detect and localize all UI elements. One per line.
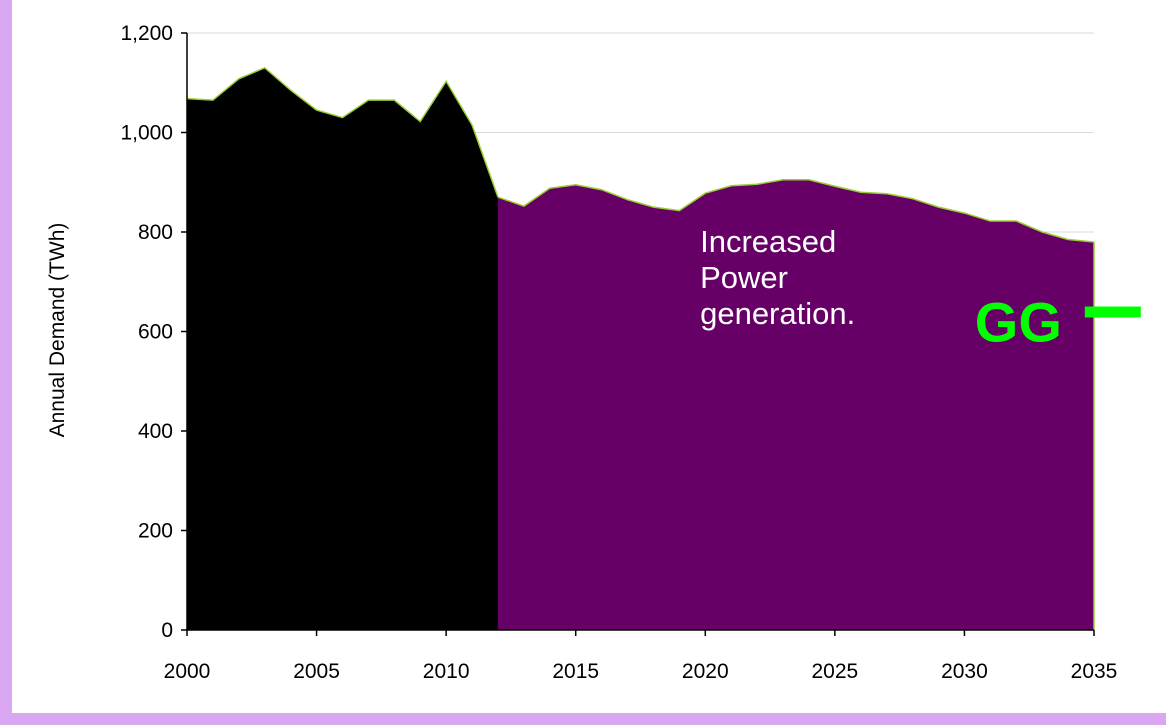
x-tick-label: 2020 — [682, 660, 729, 683]
annotation-text: Increased Power generation. — [700, 224, 855, 331]
y-tick-label: 400 — [138, 420, 173, 443]
y-tick-label: 800 — [138, 221, 173, 244]
x-tick-label: 2005 — [293, 660, 340, 683]
y-tick-label: 1,000 — [120, 122, 173, 145]
badge-label: GG — [975, 291, 1062, 354]
y-tick-labels: 0 200 400 600 800 1,000 1,200 — [120, 22, 173, 642]
x-tick-label: 2035 — [1071, 660, 1118, 683]
x-tick-labels: 2000 2005 2010 2015 2020 2025 2030 2035 — [164, 660, 1118, 683]
badge-dash — [1084, 306, 1141, 318]
y-tick-label: 1,200 — [120, 22, 173, 45]
gg-badge: GG — [975, 291, 1141, 354]
x-tick-label: 2010 — [423, 660, 470, 683]
y-tick-label: 0 — [161, 619, 173, 642]
y-axis-title: Annual Demand (TWh) — [46, 223, 69, 438]
chart-frame: 0 200 400 600 800 1,000 1,200 2000 2005 2010 2015… — [12, 0, 1166, 713]
annotation-line: Increased — [700, 224, 836, 259]
x-tick-label: 2015 — [552, 660, 599, 683]
x-tick-label: 2000 — [164, 660, 211, 683]
y-tick-label: 200 — [138, 520, 173, 543]
axes — [181, 32, 1095, 636]
area-series — [186, 66, 1095, 630]
area-outline-2 — [497, 179, 1095, 243]
x-tick-label: 2030 — [941, 660, 988, 683]
area-series-2 — [497, 179, 1094, 630]
x-tick-label: 2025 — [811, 660, 858, 683]
y-tick-label: 600 — [138, 321, 173, 344]
demand-area-chart: 0 200 400 600 800 1,000 1,200 2000 2005 2010 2015… — [46, 22, 1141, 683]
area-series-1 — [187, 67, 498, 630]
annotation-line: Power — [700, 260, 788, 295]
area-outline-1 — [186, 66, 499, 198]
annotation-line: generation. — [700, 296, 855, 331]
